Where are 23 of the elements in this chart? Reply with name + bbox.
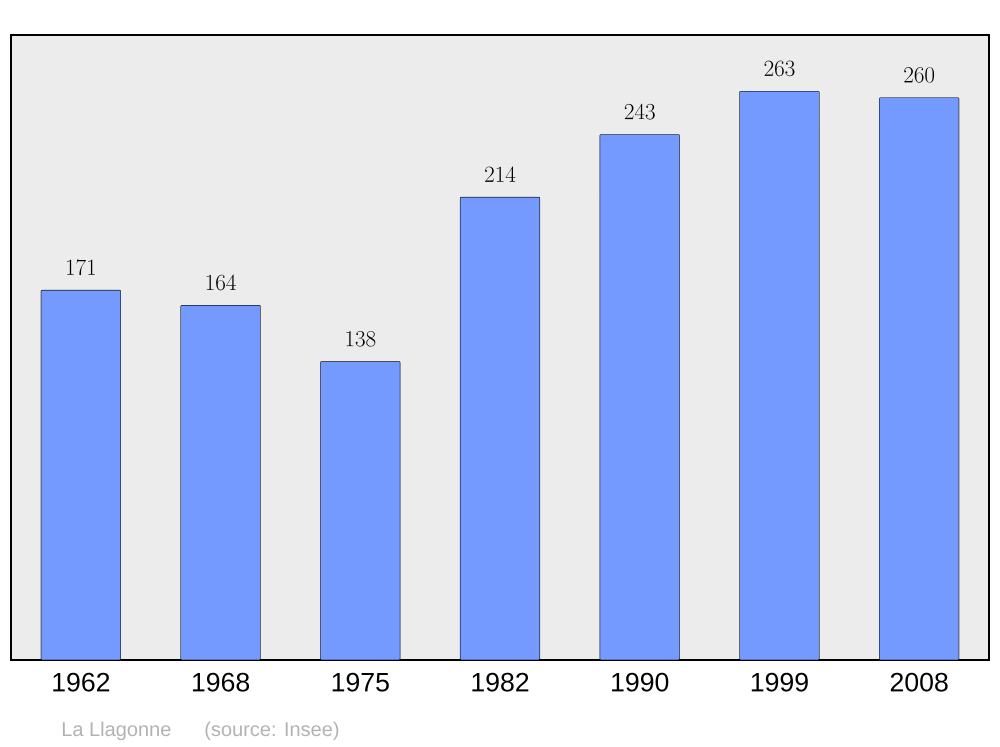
x-tick-label: 1975 <box>332 672 389 692</box>
x-tick-label: 1982 <box>472 672 528 692</box>
bar <box>600 134 680 660</box>
data-label: 260 <box>904 67 934 83</box>
data-label: 171 <box>67 259 95 276</box>
x-tick-label: 1999 <box>752 672 808 692</box>
data-label: 263 <box>764 60 794 76</box>
data-label: 214 <box>485 166 516 182</box>
x-tick-label: 1962 <box>53 672 110 692</box>
x-tick-label: 2008 <box>890 672 948 692</box>
bar <box>460 196 540 660</box>
bar <box>879 97 960 660</box>
x-tick-label: 1990 <box>612 672 668 692</box>
text: (source: Insee) <box>206 722 338 740</box>
bar <box>320 361 400 660</box>
text: La Llagonne <box>62 722 170 740</box>
bar <box>40 290 121 660</box>
bar <box>739 90 820 660</box>
data-label: 243 <box>624 104 655 120</box>
x-tick-label: 1968 <box>192 672 250 692</box>
data-label: 138 <box>346 330 376 347</box>
data-label: 164 <box>206 274 236 290</box>
bar <box>180 305 261 660</box>
